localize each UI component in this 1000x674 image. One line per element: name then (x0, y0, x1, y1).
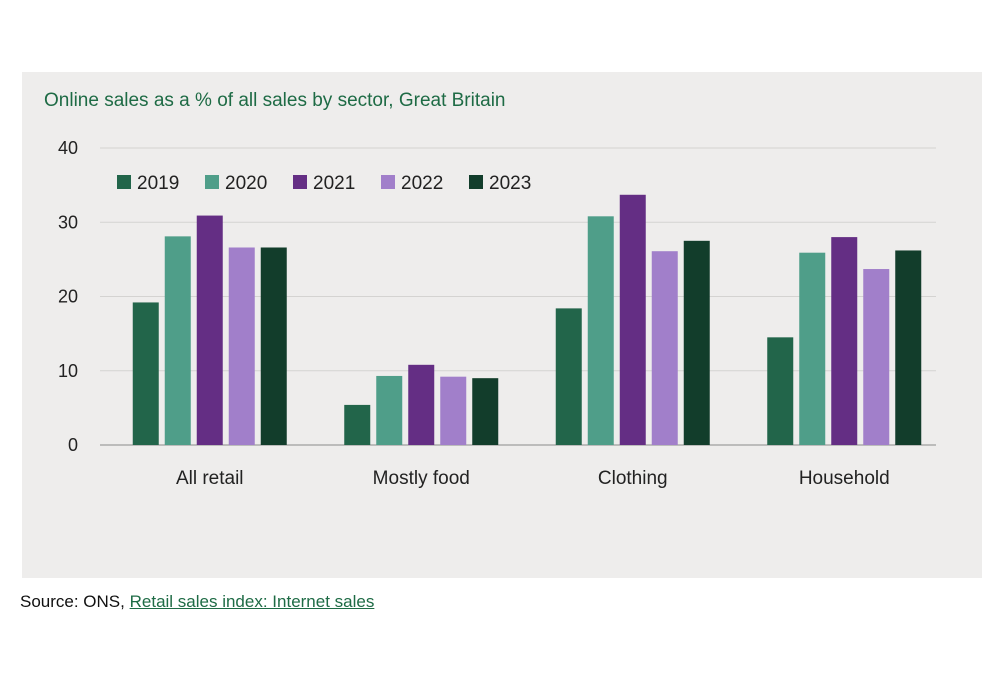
category-label: Clothing (598, 468, 668, 489)
bar-clothing-2022 (651, 251, 678, 445)
legend-label-2019: 2019 (137, 173, 179, 194)
bar-household-2022 (863, 269, 890, 445)
bar-all-retail-2019 (132, 302, 159, 445)
source-line: Source: ONS, Retail sales index: Interne… (20, 592, 374, 612)
bar-household-2023 (895, 250, 922, 445)
legend-swatch-2023 (469, 175, 483, 189)
bar-household-2019 (767, 337, 794, 445)
legend-swatch-2021 (293, 175, 307, 189)
bar-clothing-2021 (619, 194, 646, 445)
legend-swatch-2019 (117, 175, 131, 189)
bar-mostly-food-2020 (376, 375, 403, 445)
legend-label-2023: 2023 (489, 173, 531, 194)
legend-swatch-2022 (381, 175, 395, 189)
category-label: All retail (176, 468, 244, 489)
y-tick-label: 30 (58, 212, 78, 232)
bar-mostly-food-2019 (344, 404, 371, 445)
y-tick-label: 10 (58, 361, 78, 381)
legend-swatch-2020 (205, 175, 219, 189)
bar-clothing-2019 (555, 308, 582, 445)
bar-mostly-food-2022 (440, 376, 467, 445)
category-label: Household (799, 468, 890, 489)
source-prefix: Source: ONS, (20, 592, 125, 611)
legend-label-2021: 2021 (313, 173, 355, 194)
legend-label-2022: 2022 (401, 173, 443, 194)
y-axis-ticks: 0 10 20 30 40 (58, 138, 78, 455)
legend: 2019 2020 2021 2022 2023 (117, 173, 531, 194)
category-labels: All retail Mostly food Clothing Household (176, 468, 890, 489)
bar-all-retail-2021 (196, 215, 223, 445)
source-link[interactable]: Retail sales index: Internet sales (129, 592, 375, 611)
y-tick-label: 0 (68, 435, 78, 455)
bar-all-retail-2023 (260, 247, 287, 445)
bar-clothing-2023 (683, 240, 710, 445)
bar-mostly-food-2021 (408, 364, 435, 445)
bar-mostly-food-2023 (472, 378, 499, 445)
legend-label-2020: 2020 (225, 173, 267, 194)
y-tick-label: 40 (58, 138, 78, 158)
bar-all-retail-2020 (164, 236, 191, 445)
bar-clothing-2020 (587, 216, 614, 445)
bars (132, 194, 922, 445)
category-label: Mostly food (373, 468, 470, 489)
bar-all-retail-2022 (228, 247, 255, 445)
y-tick-label: 20 (58, 287, 78, 307)
bar-household-2020 (799, 252, 826, 445)
chart-title: Online sales as a % of all sales by sect… (44, 90, 506, 111)
bar-household-2021 (831, 237, 858, 445)
